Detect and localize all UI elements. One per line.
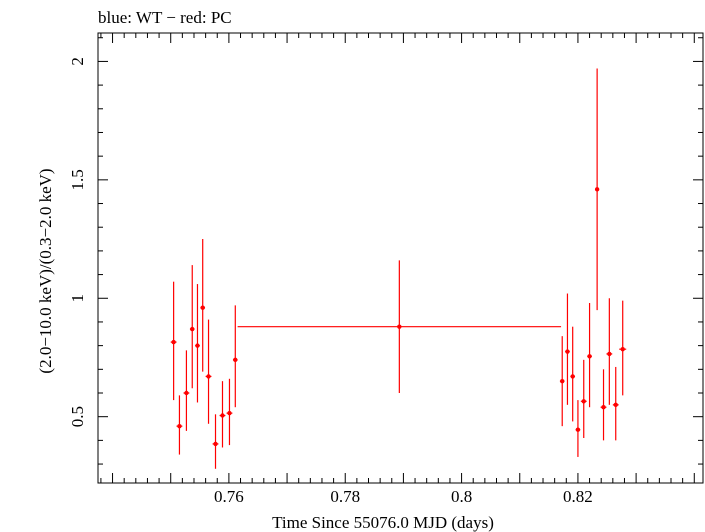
point-marker xyxy=(200,305,205,310)
data-point xyxy=(619,300,627,396)
point-marker xyxy=(613,402,618,408)
data-point xyxy=(219,381,226,448)
point-marker xyxy=(581,399,586,404)
y-tick-label: 1.5 xyxy=(68,169,87,190)
data-point xyxy=(612,366,619,441)
point-marker xyxy=(587,354,592,359)
point-marker xyxy=(195,343,200,348)
point-marker xyxy=(213,441,218,447)
point-marker xyxy=(607,351,612,357)
point-marker xyxy=(220,413,225,418)
point-marker xyxy=(233,357,238,363)
data-point xyxy=(195,284,200,403)
data-point xyxy=(170,281,177,401)
data-point xyxy=(183,350,190,431)
y-axis: 0.5 1 1.5 2 xyxy=(68,37,703,465)
data-point xyxy=(606,298,613,405)
chart-title: blue: WT − red: PC xyxy=(98,8,232,27)
data-point xyxy=(587,303,592,408)
point-marker xyxy=(206,374,211,379)
data-point xyxy=(212,414,219,469)
data-point xyxy=(205,319,212,424)
point-marker xyxy=(190,326,195,332)
y-tick-label: 0.5 xyxy=(68,406,87,427)
point-marker xyxy=(601,405,606,410)
data-point xyxy=(226,378,233,446)
x-tick-label: 0.82 xyxy=(563,487,593,506)
point-marker xyxy=(397,324,402,329)
y-tick-label: 2 xyxy=(68,57,87,66)
data-point xyxy=(594,68,600,311)
point-marker xyxy=(184,390,189,396)
y-axis-label: (2.0−10.0 keV)/(0.3−2.0 keV) xyxy=(36,168,55,373)
point-marker xyxy=(565,349,570,354)
data-point xyxy=(232,305,238,408)
data-point xyxy=(570,326,576,422)
data-point xyxy=(575,400,581,457)
point-marker xyxy=(171,339,176,345)
x-axis: 0.76 0.78 0.8 0.82 xyxy=(100,33,695,506)
data-point xyxy=(559,336,565,427)
data-point xyxy=(189,265,195,389)
x-tick-label: 0.8 xyxy=(451,487,472,506)
x-axis-label: Time Since 55076.0 MJD (days) xyxy=(272,513,494,532)
data-series xyxy=(170,68,627,469)
point-marker xyxy=(575,427,581,432)
x-tick-label: 0.78 xyxy=(330,487,360,506)
data-point xyxy=(580,359,587,438)
point-marker xyxy=(594,187,600,192)
data-point xyxy=(600,369,607,441)
data-point xyxy=(176,395,183,455)
data-point xyxy=(565,293,570,405)
data-point xyxy=(237,260,562,393)
point-marker xyxy=(570,374,575,379)
data-point xyxy=(200,239,206,372)
point-marker xyxy=(560,378,565,384)
plot-frame xyxy=(97,32,704,484)
point-marker xyxy=(227,410,232,416)
point-marker xyxy=(620,346,625,352)
x-tick-label: 0.76 xyxy=(214,487,244,506)
y-tick-label: 1 xyxy=(68,294,87,303)
point-marker xyxy=(177,423,182,429)
